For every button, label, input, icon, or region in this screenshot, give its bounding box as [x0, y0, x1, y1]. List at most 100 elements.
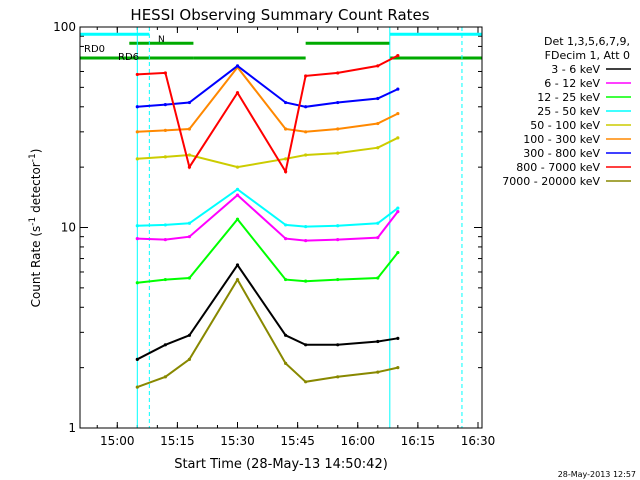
series-line: [137, 54, 399, 175]
y-tick-label: 100: [53, 20, 76, 34]
data-point: [187, 221, 192, 225]
data-point: [284, 170, 288, 174]
data-point: [135, 224, 139, 228]
data-point: [304, 130, 308, 134]
legend-label: 50 - 100 keV: [530, 119, 600, 132]
data-point: [396, 54, 400, 58]
data-point: [284, 333, 288, 337]
data-point: [163, 103, 167, 107]
x-axis-label: Start Time (28-May-13 14:50:42): [174, 457, 388, 472]
data-point: [336, 277, 340, 282]
x-tick-label: 15:15: [160, 434, 195, 448]
data-point: [376, 221, 380, 225]
data-point: [284, 157, 288, 161]
legend-label: 6 - 12 keV: [544, 77, 600, 90]
data-point: [235, 64, 240, 68]
series-line: [137, 193, 399, 242]
legend-header-2: FDecim 1, Att 0: [545, 49, 630, 62]
data-point: [284, 361, 288, 365]
data-point: [163, 155, 167, 159]
data-point: [304, 105, 308, 109]
data-point: [135, 105, 139, 109]
data-point: [163, 238, 167, 242]
data-point: [376, 121, 380, 126]
legend-label: 800 - 7000 keV: [516, 161, 600, 174]
data-point: [235, 91, 240, 95]
data-point: [336, 238, 340, 242]
data-point: [135, 130, 139, 134]
footer-timestamp: 28-May-2013 12:57: [558, 470, 636, 479]
data-point: [304, 74, 308, 78]
chart-title: HESSI Observing Summary Count Rates: [130, 6, 429, 24]
data-point: [163, 128, 167, 132]
data-point: [135, 157, 139, 161]
data-point: [235, 217, 240, 221]
x-tick-label: 16:30: [461, 434, 496, 448]
series-line: [137, 64, 399, 108]
legend-label: 7000 - 20000 keV: [502, 175, 600, 188]
data-point: [187, 165, 192, 169]
legend-label: 3 - 6 keV: [551, 63, 600, 76]
plot-frame: [79, 26, 483, 429]
data-point: [135, 281, 139, 285]
data-point: [135, 385, 139, 389]
data-point: [163, 71, 167, 75]
data-point: [396, 250, 400, 255]
x-tick-label: 15:45: [280, 434, 315, 448]
annotation-n: N: [158, 35, 165, 45]
data-point: [336, 224, 340, 228]
data-point: [336, 375, 340, 379]
data-point: [235, 193, 240, 197]
data-point: [376, 236, 380, 240]
data-point: [304, 239, 308, 243]
data-point: [187, 235, 192, 239]
data-point: [304, 225, 308, 229]
y-tick-label: 1: [68, 421, 76, 435]
data-point: [396, 206, 400, 210]
data-point: [235, 277, 240, 282]
data-point: [396, 366, 400, 370]
data-point: [284, 127, 288, 131]
data-point: [336, 71, 340, 75]
data-point: [235, 263, 240, 267]
data-point: [396, 136, 400, 140]
legend-label: 12 - 25 keV: [537, 91, 600, 104]
x-tick-label: 15:30: [220, 434, 255, 448]
legend-header-1: Det 1,3,5,6,7,9,: [544, 35, 630, 48]
data-point: [376, 64, 380, 68]
data-point: [187, 100, 192, 105]
data-point: [187, 153, 192, 157]
y-axis-label: Count Rate (s-1 detector-1): [28, 149, 43, 308]
data-point: [376, 339, 380, 344]
data-point: [304, 153, 308, 157]
x-tick-label: 16:00: [340, 434, 375, 448]
data-point: [163, 343, 167, 347]
data-point: [135, 72, 139, 77]
annotation-rd6: RD6: [118, 52, 139, 63]
x-tick-label: 16:15: [401, 434, 436, 448]
data-point: [187, 276, 192, 280]
data-point: [135, 237, 139, 241]
data-point: [396, 210, 400, 214]
data-point: [396, 336, 400, 340]
data-point: [284, 223, 288, 227]
data-point: [235, 165, 240, 169]
data-point: [336, 100, 340, 105]
data-point: [336, 343, 340, 347]
series-line: [137, 217, 399, 284]
data-point: [284, 237, 288, 241]
x-tick-label: 15:00: [100, 434, 135, 448]
data-point: [396, 111, 400, 116]
data-point: [336, 151, 340, 155]
data-point: [376, 96, 380, 101]
data-point: [284, 100, 288, 105]
data-point: [235, 187, 240, 191]
data-point: [163, 277, 167, 282]
legend-label: 25 - 50 keV: [537, 105, 600, 118]
data-point: [376, 146, 380, 150]
data-point: [396, 87, 400, 91]
data-point: [163, 375, 167, 379]
data-point: [336, 127, 340, 131]
